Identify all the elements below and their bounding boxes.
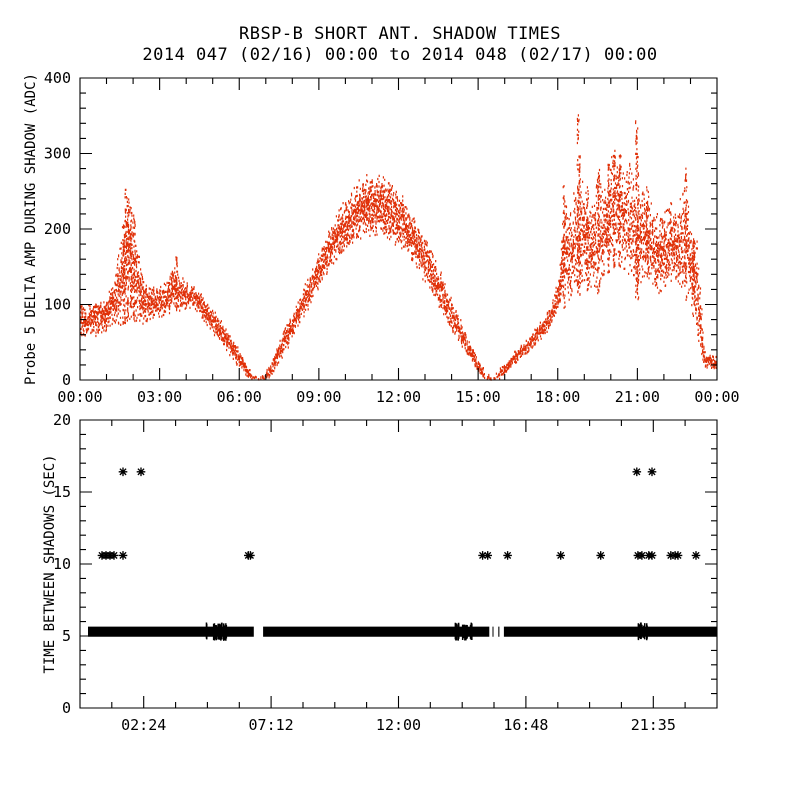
top-panel-x-tick-label: 15:00 — [456, 388, 501, 406]
top-panel-y-tick-label: 100 — [44, 296, 71, 314]
bottom-panel-x-tick-label: 16:48 — [503, 716, 548, 734]
top-panel-y-tick-label: 200 — [44, 220, 71, 238]
bottom-panel-y-tick-label: 5 — [62, 627, 71, 645]
top-panel-x-tick-label: 21:00 — [615, 388, 660, 406]
top-panel-axes — [79, 77, 718, 381]
bottom-panel-x-tick-label: 02:24 — [121, 716, 166, 734]
bottom-panel-y-tick-label: 15 — [53, 483, 71, 501]
top-panel-x-tick-label: 06:00 — [217, 388, 262, 406]
top-panel-x-tick-label: 18:00 — [535, 388, 580, 406]
top-panel-y-tick-label: 0 — [62, 371, 71, 389]
bottom-panel-y-tick-label: 10 — [53, 555, 71, 573]
bottom-panel-y-tick-label: 0 — [62, 699, 71, 717]
top-panel-x-tick-label: 00:00 — [57, 388, 102, 406]
top-panel-y-tick-label: 400 — [44, 69, 71, 87]
top-panel-y-tick-label: 300 — [44, 145, 71, 163]
shadow-interval-asterisk-markers — [97, 467, 701, 560]
chart-title-line2: 2014 047 (02/16) 00:00 to 2014 048 (02/1… — [142, 45, 658, 65]
bottom-panel-axes — [79, 419, 718, 709]
bottom-panel-x-tick-label: 07:12 — [249, 716, 294, 734]
shadow-interval-band — [88, 622, 717, 641]
chart-title-line1: RBSP-B SHORT ANT. SHADOW TIMES — [238, 24, 562, 44]
bottom-panel-x-tick-label: 21:35 — [631, 716, 676, 734]
bottom-panel-x-tick-label: 12:00 — [376, 716, 421, 734]
bottom-panel-y-tick-label: 20 — [53, 411, 71, 429]
top-panel-x-tick-label: 12:00 — [376, 388, 421, 406]
delta-amp-scatter-points — [80, 114, 717, 381]
top-panel-x-tick-label: 09:00 — [296, 388, 341, 406]
top-panel-x-tick-label: 00:00 — [694, 388, 739, 406]
top-panel-x-tick-label: 03:00 — [137, 388, 182, 406]
